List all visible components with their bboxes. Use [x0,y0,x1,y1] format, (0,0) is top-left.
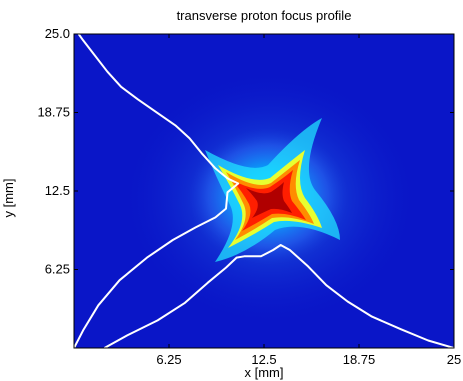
y-tick-label-0: 6.25 [45,262,70,277]
lower-contour [103,244,454,348]
y-tick-label-3: 25.0 [45,26,70,41]
y-tick-label-2: 18.75 [37,105,70,120]
y-axis-label: y [mm] [1,179,16,218]
x-tick-label-0: 6.25 [156,352,181,367]
x-tick-label-3: 25 [447,352,461,367]
upper-left-contour [74,34,240,348]
heatmap-image [74,34,454,348]
y-tick-label-1: 12.5 [45,183,70,198]
contour-lines [74,34,454,348]
x-axis-label: x [mm] [245,365,284,380]
focus-peak [246,182,292,218]
x-axis-ticks: 6.25 12.5 18.75 25 [156,34,461,367]
y-axis-ticks: 6.25 12.5 18.75 25.0 [37,26,454,277]
x-tick-label-2: 18.75 [343,352,376,367]
chart-title: transverse proton focus profile [177,8,352,23]
x-tick-label-1: 12.5 [251,352,276,367]
